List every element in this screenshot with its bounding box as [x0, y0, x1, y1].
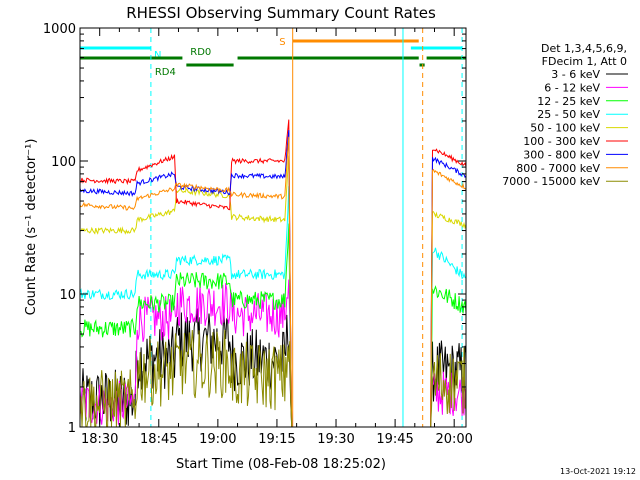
- x-tick-label: 19:15: [258, 432, 295, 447]
- x-tick-label: 19:30: [317, 432, 354, 447]
- legend-label: 6 - 12 keV: [544, 81, 600, 94]
- flag-label-rd4: RD4: [155, 67, 176, 78]
- x-tick-label: 18:30: [81, 432, 118, 447]
- legend-label: 3 - 6 keV: [551, 68, 600, 81]
- y-tick-label: 100: [51, 155, 76, 170]
- x-tick-label: 19:45: [376, 432, 413, 447]
- x-axis-label: Start Time (08-Feb-08 18:25:02): [176, 457, 386, 472]
- flag-bars: N S RD0 RD4: [80, 37, 466, 78]
- x-tick-label: 20:00: [435, 432, 472, 447]
- legend-label: 300 - 800 keV: [523, 148, 600, 161]
- footer-timestamp: 13-Oct-2021 19:12: [560, 467, 636, 476]
- legend-label: 50 - 100 keV: [530, 122, 600, 135]
- legend-label: 12 - 25 keV: [537, 95, 600, 108]
- plot-frame: [79, 27, 467, 428]
- x-tick-label: 19:00: [199, 432, 236, 447]
- y-tick-label: 1000: [43, 22, 76, 37]
- legend-label: 800 - 7000 keV: [516, 162, 600, 175]
- legend-label: 100 - 300 keV: [523, 135, 600, 148]
- legend-label: 25 - 50 keV: [537, 108, 600, 121]
- flag-label-s: S: [279, 37, 285, 48]
- flag-label-rd0: RD0: [190, 47, 211, 58]
- y-tick-label: 1: [68, 421, 76, 436]
- legend-header-line-2: FDecim 1, Att 0: [542, 55, 627, 68]
- flag-label-n: N: [154, 50, 161, 61]
- y-axis-label: Count Rate (s⁻¹ detector⁻¹): [24, 139, 39, 316]
- legend-header-line-1: Det 1,3,4,5,6,9,: [541, 42, 627, 55]
- chart-title: RHESSI Observing Summary Count Rates: [126, 4, 436, 22]
- legend-label: 7000 - 15000 keV: [502, 175, 600, 188]
- y-tick-label: 10: [59, 288, 76, 303]
- axis-ticks: 18:30 18:45 19:00 19:15 19:30 19:45 20:00 1 10 10…: [43, 22, 473, 447]
- x-tick-label: 18:45: [140, 432, 177, 447]
